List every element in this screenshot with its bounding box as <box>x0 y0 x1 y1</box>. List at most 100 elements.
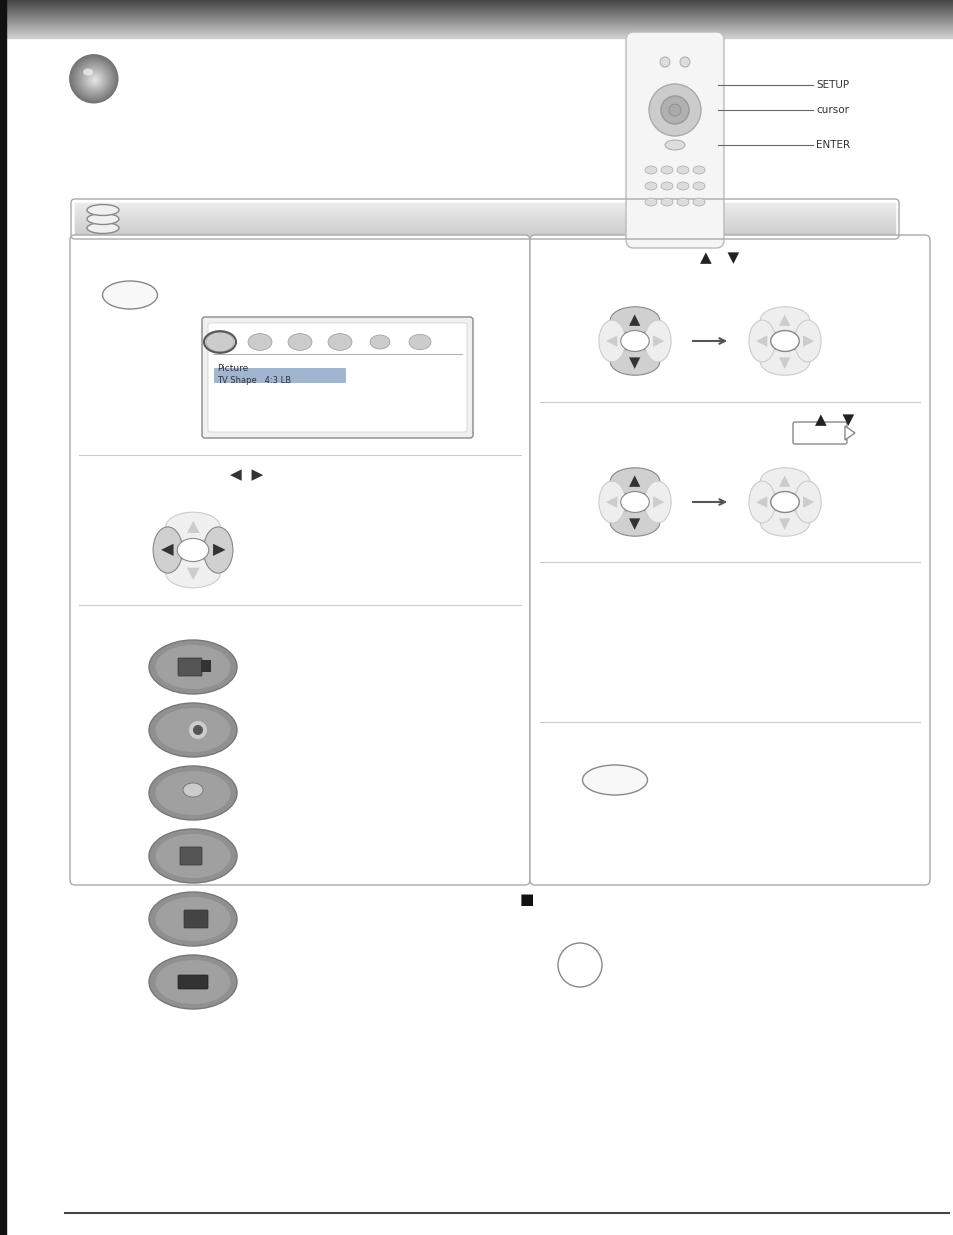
Ellipse shape <box>155 897 231 941</box>
Ellipse shape <box>760 468 809 494</box>
Circle shape <box>75 61 113 98</box>
Text: ▲: ▲ <box>779 312 790 327</box>
Ellipse shape <box>644 482 670 522</box>
Text: cursor: cursor <box>815 105 848 115</box>
Ellipse shape <box>794 320 821 362</box>
Ellipse shape <box>193 725 203 735</box>
Text: ▶: ▶ <box>802 333 814 348</box>
Ellipse shape <box>660 198 672 206</box>
Text: Picture: Picture <box>216 364 248 373</box>
Circle shape <box>89 74 101 85</box>
Ellipse shape <box>87 222 119 233</box>
Ellipse shape <box>610 510 659 536</box>
Text: ▼: ▼ <box>187 567 199 582</box>
Circle shape <box>81 67 108 93</box>
Ellipse shape <box>598 320 625 362</box>
Text: ▲: ▲ <box>629 312 640 327</box>
Ellipse shape <box>149 703 236 757</box>
Text: ◀: ◀ <box>755 333 766 348</box>
FancyBboxPatch shape <box>625 32 723 248</box>
Ellipse shape <box>644 165 657 174</box>
Text: ▲: ▲ <box>187 519 199 534</box>
Text: TV Shape   4:3 LB: TV Shape 4:3 LB <box>216 375 291 384</box>
Circle shape <box>76 61 112 98</box>
Text: SETUP: SETUP <box>815 80 848 90</box>
Circle shape <box>71 57 115 101</box>
Circle shape <box>85 69 105 89</box>
Ellipse shape <box>748 482 775 522</box>
Text: ▲   ▼: ▲ ▼ <box>700 251 739 266</box>
Ellipse shape <box>620 331 649 352</box>
Ellipse shape <box>794 482 821 522</box>
Circle shape <box>70 54 117 103</box>
Circle shape <box>558 944 601 987</box>
Ellipse shape <box>203 527 233 573</box>
Ellipse shape <box>328 333 352 351</box>
Ellipse shape <box>189 721 207 739</box>
Circle shape <box>71 56 116 101</box>
Ellipse shape <box>149 892 236 946</box>
Text: ▶: ▶ <box>802 494 814 510</box>
FancyBboxPatch shape <box>202 317 473 438</box>
Circle shape <box>648 84 700 136</box>
FancyBboxPatch shape <box>213 368 346 383</box>
Ellipse shape <box>149 955 236 1009</box>
Text: ▼: ▼ <box>629 356 640 370</box>
Ellipse shape <box>149 766 236 820</box>
Text: ■: ■ <box>519 893 534 908</box>
Ellipse shape <box>677 198 688 206</box>
Circle shape <box>80 65 109 94</box>
FancyBboxPatch shape <box>180 847 202 864</box>
FancyBboxPatch shape <box>201 659 211 672</box>
Circle shape <box>659 57 669 67</box>
Ellipse shape <box>644 320 670 362</box>
Ellipse shape <box>87 214 119 225</box>
Ellipse shape <box>155 708 231 752</box>
Ellipse shape <box>770 331 799 352</box>
Text: ▶: ▶ <box>652 333 663 348</box>
Ellipse shape <box>598 482 625 522</box>
Ellipse shape <box>677 165 688 174</box>
Ellipse shape <box>288 333 312 351</box>
Ellipse shape <box>152 527 182 573</box>
Circle shape <box>92 78 97 82</box>
Ellipse shape <box>660 165 672 174</box>
Text: ▲   ▼: ▲ ▼ <box>815 412 854 427</box>
Ellipse shape <box>760 510 809 536</box>
Ellipse shape <box>83 68 92 75</box>
Polygon shape <box>844 426 854 440</box>
Ellipse shape <box>692 198 704 206</box>
FancyBboxPatch shape <box>792 422 846 445</box>
FancyBboxPatch shape <box>184 910 208 927</box>
Text: ◀: ◀ <box>160 542 173 557</box>
Circle shape <box>93 79 96 82</box>
Circle shape <box>86 70 104 89</box>
Ellipse shape <box>166 558 220 588</box>
Text: ENTER: ENTER <box>815 140 849 149</box>
Ellipse shape <box>748 320 775 362</box>
Ellipse shape <box>183 783 203 797</box>
Circle shape <box>78 63 111 95</box>
Text: ▲: ▲ <box>629 473 640 488</box>
Ellipse shape <box>370 335 390 350</box>
Text: ◀: ◀ <box>605 333 617 348</box>
Ellipse shape <box>177 538 209 562</box>
Circle shape <box>90 75 100 85</box>
FancyBboxPatch shape <box>178 974 208 989</box>
Ellipse shape <box>610 468 659 494</box>
Ellipse shape <box>610 348 659 375</box>
Ellipse shape <box>248 333 272 351</box>
FancyBboxPatch shape <box>208 324 467 432</box>
Ellipse shape <box>155 645 231 689</box>
Circle shape <box>88 73 102 86</box>
Text: ▶: ▶ <box>213 542 225 557</box>
Circle shape <box>87 72 103 88</box>
Circle shape <box>91 75 99 84</box>
FancyBboxPatch shape <box>530 235 929 885</box>
Ellipse shape <box>660 182 672 190</box>
Text: ◀: ◀ <box>605 494 617 510</box>
Ellipse shape <box>644 182 657 190</box>
FancyBboxPatch shape <box>70 235 530 885</box>
Ellipse shape <box>582 764 647 795</box>
Circle shape <box>74 59 113 99</box>
